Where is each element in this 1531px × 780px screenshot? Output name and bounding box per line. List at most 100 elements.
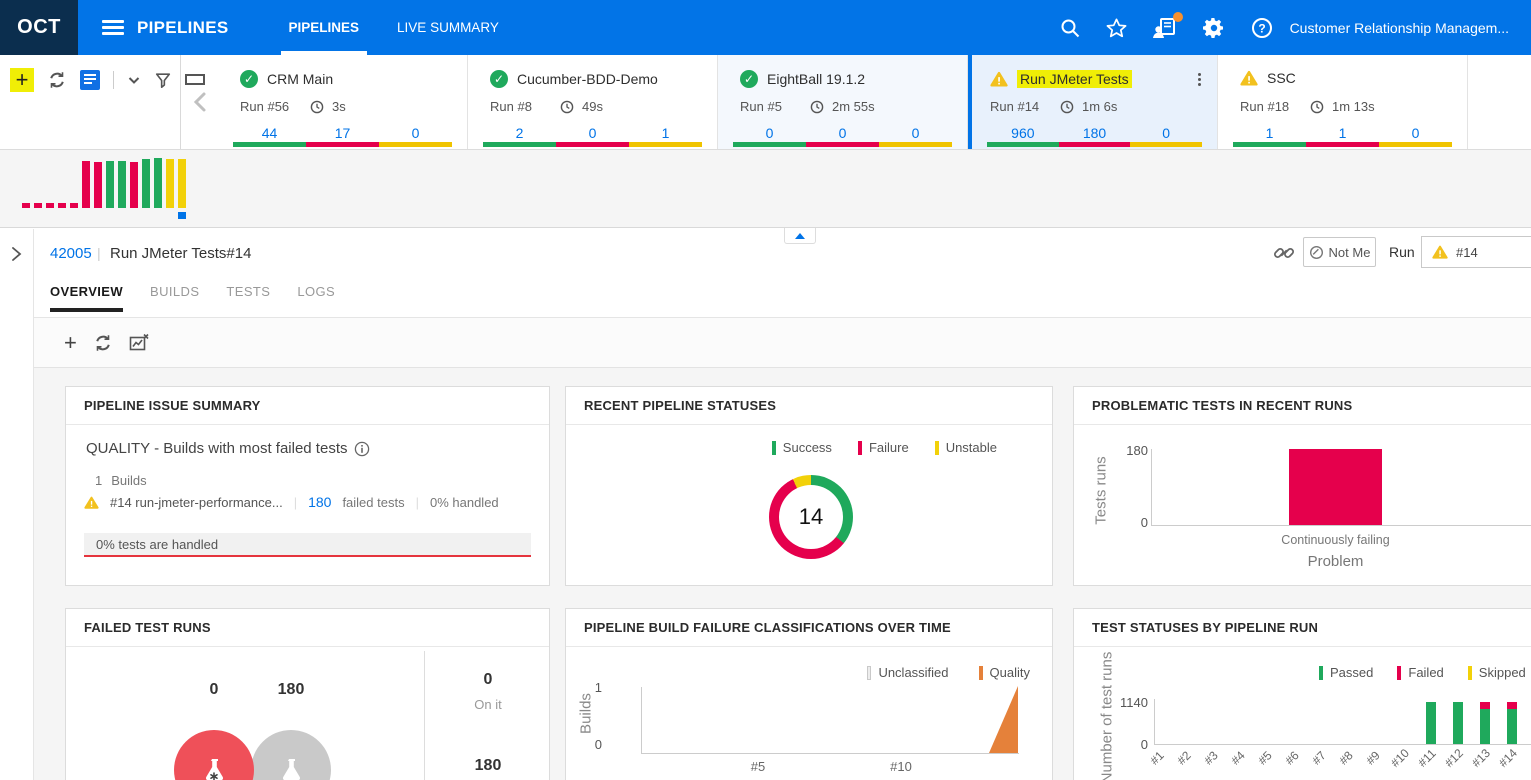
tab-overview[interactable]: OVERVIEW xyxy=(50,284,123,312)
legend-label[interactable]: Unclassified xyxy=(878,665,948,680)
mini-run-bar-5[interactable] xyxy=(70,203,78,208)
legend-label[interactable]: Failed xyxy=(1408,665,1443,680)
legend-label[interactable]: Failure xyxy=(869,440,909,455)
tab-logs[interactable]: LOGS xyxy=(297,284,335,312)
passed-count[interactable]: 2 xyxy=(483,125,556,141)
failed-count[interactable]: 1 xyxy=(1306,125,1379,141)
pipeline-card-run-jmeter-tests[interactable]: Run JMeter Tests Run #14 1m 6s 9601800 xyxy=(968,55,1218,149)
status-bars xyxy=(733,142,952,147)
mini-run-bar-11[interactable] xyxy=(142,159,150,208)
run-number: Run #5 xyxy=(740,99,802,114)
passed-bar-11[interactable] xyxy=(1426,702,1436,744)
legend-label[interactable]: Quality xyxy=(990,665,1030,680)
legend-label[interactable]: Success xyxy=(783,440,832,455)
build-reference-link[interactable]: #14 run-jmeter-performance... xyxy=(110,495,283,510)
failed-count[interactable]: 0 xyxy=(806,125,879,141)
help-icon[interactable]: ? xyxy=(1250,16,1274,40)
passed-count[interactable]: 44 xyxy=(233,125,306,141)
skipped-count[interactable]: 0 xyxy=(879,125,952,141)
builds-label: Builds xyxy=(111,473,146,488)
mini-run-bar-8[interactable] xyxy=(106,161,114,208)
clock-icon xyxy=(1310,100,1324,114)
mini-run-bar-6[interactable] xyxy=(82,161,90,208)
existing-failures-circle[interactable] xyxy=(251,730,331,780)
search-icon[interactable] xyxy=(1059,17,1081,39)
gear-icon[interactable] xyxy=(1202,16,1226,40)
collapse-cards-icon[interactable] xyxy=(185,74,205,86)
skipped-count[interactable]: 0 xyxy=(379,125,452,141)
pipeline-card-cucumber-bdd-demo[interactable]: ✓ Cucumber-BDD-Demo Run #8 49s 201 xyxy=(468,55,718,149)
chevron-down-icon[interactable] xyxy=(127,73,141,87)
star-icon[interactable] xyxy=(1105,17,1128,39)
passed-count[interactable]: 1 xyxy=(1233,125,1306,141)
tab-tests[interactable]: TESTS xyxy=(226,284,270,312)
mini-run-bar-14[interactable] xyxy=(178,159,186,208)
flask-new-icon xyxy=(197,757,231,780)
mini-run-bar-4[interactable] xyxy=(58,203,66,208)
mini-run-bar-10[interactable] xyxy=(130,162,138,208)
workspace-selector[interactable]: Customer Relationship Managem... xyxy=(1290,20,1509,36)
on-it-label: On it xyxy=(448,697,528,712)
mini-run-bar-7[interactable] xyxy=(94,162,102,208)
new-failures-circle[interactable] xyxy=(174,730,254,780)
hamburger-menu-icon[interactable] xyxy=(102,17,124,38)
skipped-count[interactable]: 0 xyxy=(1130,125,1202,141)
run-duration: 49s xyxy=(582,99,603,114)
tab-pipelines[interactable]: PIPELINES xyxy=(281,0,368,55)
passed-bar-14[interactable] xyxy=(1507,709,1517,744)
pipeline-strip: + xyxy=(0,55,1531,150)
passed-bar-13[interactable] xyxy=(1480,709,1490,744)
passed-bar-12[interactable] xyxy=(1453,702,1463,744)
tab-builds[interactable]: BUILDS xyxy=(150,284,199,312)
expand-panel-chevron-icon[interactable] xyxy=(7,245,25,263)
legend-label[interactable]: Passed xyxy=(1330,665,1373,680)
failed-count[interactable]: 180 xyxy=(1059,125,1131,141)
passed-count[interactable]: 0 xyxy=(733,125,806,141)
failed-count[interactable]: 17 xyxy=(306,125,379,141)
failed-bar-14[interactable] xyxy=(1507,702,1517,709)
problem-bar[interactable] xyxy=(1289,449,1382,525)
octane-logo[interactable]: OCT xyxy=(0,0,78,55)
run-duration: 2m 55s xyxy=(832,99,875,114)
builds-count: 1 xyxy=(95,473,102,488)
tab-live-summary[interactable]: LIVE SUMMARY xyxy=(389,0,507,55)
collapse-panel-handle[interactable] xyxy=(784,228,816,244)
strip-toolbar: + xyxy=(0,55,181,149)
pipeline-card-ssc[interactable]: SSC Run #18 1m 13s 110 xyxy=(1218,55,1468,149)
quality-area-series[interactable] xyxy=(989,686,1018,753)
run-selector[interactable]: #14 xyxy=(1421,236,1531,268)
module-title: PIPELINES xyxy=(137,18,229,38)
not-me-button[interactable]: Not Me xyxy=(1303,237,1376,267)
my-work-icon[interactable] xyxy=(1152,16,1178,40)
failed-count[interactable]: 0 xyxy=(556,125,629,141)
add-widget-icon[interactable]: + xyxy=(64,333,77,353)
pipeline-card-crm-main[interactable]: ✓ CRM Main Run #56 3s 44170 xyxy=(218,55,468,149)
refresh-icon[interactable] xyxy=(47,70,67,90)
legend-label[interactable]: Skipped xyxy=(1479,665,1526,680)
entity-id-link[interactable]: 42005 xyxy=(50,245,92,262)
failed-tests-count[interactable]: 180 xyxy=(308,494,331,510)
mini-run-bar-3[interactable] xyxy=(46,203,54,208)
pipeline-card-eightball[interactable]: ✓ EightBall 19.1.2 Run #5 2m 55s 000 xyxy=(718,55,968,149)
mini-run-bar-12[interactable] xyxy=(154,158,162,208)
status-donut-chart[interactable]: 14 xyxy=(769,475,853,559)
add-pipeline-icon[interactable]: + xyxy=(10,68,34,92)
passed-count[interactable]: 960 xyxy=(987,125,1059,141)
mini-run-bar-2[interactable] xyxy=(34,203,42,208)
mini-run-bar-9[interactable] xyxy=(118,161,126,208)
skipped-count[interactable]: 1 xyxy=(629,125,702,141)
legend-label[interactable]: Unstable xyxy=(946,440,997,455)
info-icon[interactable] xyxy=(354,441,370,457)
remove-chart-icon[interactable] xyxy=(129,333,150,353)
on-it-count: 0 xyxy=(448,671,528,689)
mini-run-bar-1[interactable] xyxy=(22,203,30,208)
kebab-menu-icon[interactable] xyxy=(1198,71,1201,88)
skipped-count[interactable]: 0 xyxy=(1379,125,1452,141)
copy-link-icon[interactable] xyxy=(1273,242,1295,264)
section-divider xyxy=(424,651,425,780)
mini-run-bar-13[interactable] xyxy=(166,159,174,208)
failed-bar-13[interactable] xyxy=(1480,702,1490,709)
filter-icon[interactable] xyxy=(154,71,172,89)
report-icon[interactable] xyxy=(80,70,100,90)
refresh-icon[interactable] xyxy=(93,333,113,353)
